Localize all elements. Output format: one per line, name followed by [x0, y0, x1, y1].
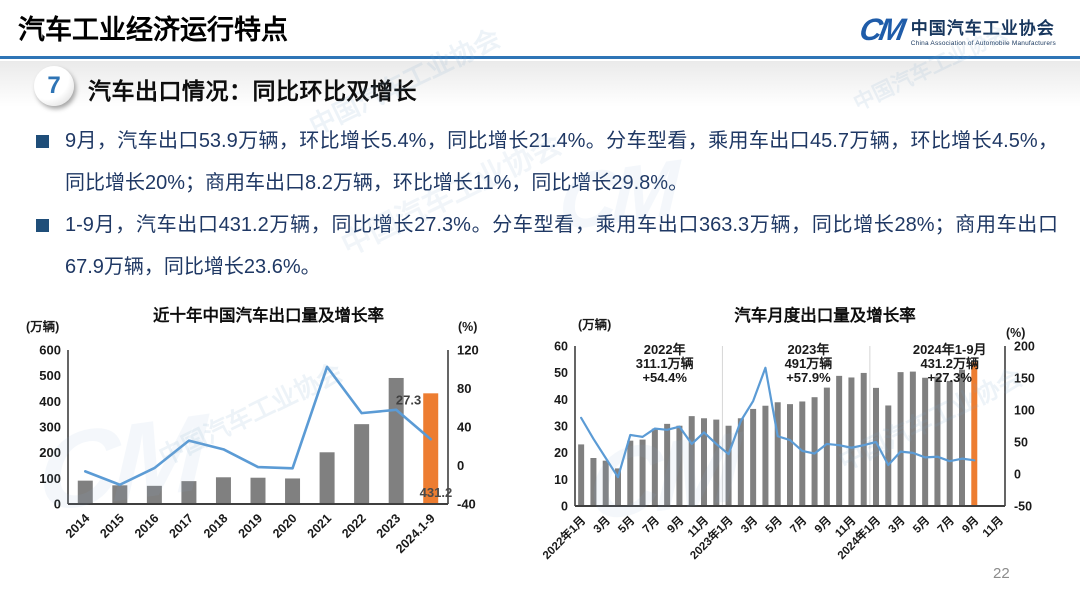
section-band [0, 61, 1080, 113]
svg-text:2020: 2020 [270, 511, 300, 541]
svg-text:50: 50 [554, 366, 568, 380]
svg-text:5月: 5月 [616, 514, 638, 536]
logo-name-en: China Association of Automobile Manufact… [910, 39, 1056, 47]
svg-text:2019: 2019 [236, 511, 266, 541]
svg-text:50: 50 [1014, 436, 1028, 450]
bullet-text: 9月，汽车出口53.9万辆，环比增长5.4%，同比增长21.4%。分车型看，乘用… [65, 130, 1058, 194]
svg-text:3月: 3月 [738, 514, 760, 536]
svg-text:2018: 2018 [201, 511, 231, 541]
caam-logo-text: 中国汽车工业协会 China Association of Automobile… [911, 14, 1056, 47]
page-title: 汽车工业经济运行特点 [18, 15, 288, 45]
y-axis-unit-right: (%) [1006, 326, 1026, 340]
svg-text:400: 400 [39, 394, 61, 409]
svg-text:0: 0 [1014, 468, 1021, 482]
svg-text:100: 100 [39, 471, 61, 486]
svg-text:10: 10 [554, 473, 568, 487]
svg-text:0: 0 [54, 497, 61, 512]
svg-text:30: 30 [554, 420, 568, 434]
svg-text:2014: 2014 [63, 511, 93, 541]
svg-text:40: 40 [554, 393, 568, 407]
svg-text:9月: 9月 [960, 514, 982, 536]
chart-monthly-exports: 0 10 20 30 40 50 60 -50 0 50 100 150 200 2022年1月 3月 5月 7… [540, 300, 1070, 600]
section-number-badge: 7 [34, 66, 74, 106]
svg-text:-40: -40 [457, 497, 476, 512]
svg-text:2017: 2017 [166, 511, 196, 541]
header-divider [0, 56, 1080, 59]
svg-text:27.3: 27.3 [396, 392, 421, 407]
svg-text:150: 150 [1014, 372, 1035, 386]
bullet-item: 1-9月，汽车出口431.2万辆，同比增长27.3%。分车型看，乘用车出口363… [36, 204, 1058, 288]
svg-text:7月: 7月 [640, 514, 662, 536]
svg-text:200: 200 [1014, 340, 1035, 354]
y-axis-unit-left: (万辆) [26, 320, 60, 334]
svg-text:500: 500 [39, 368, 61, 383]
chart-title: 汽车月度出口量及增长率 [734, 307, 916, 325]
svg-text:2015: 2015 [97, 511, 127, 541]
svg-text:80: 80 [457, 381, 471, 396]
svg-text:60: 60 [554, 340, 568, 354]
caam-logo: CM 中国汽车工业协会 China Association of Automob… [857, 12, 1056, 48]
page-number: 22 [993, 565, 1010, 582]
svg-text:9月: 9月 [665, 514, 687, 536]
svg-text:120: 120 [457, 343, 479, 358]
svg-text:-50: -50 [1014, 500, 1032, 514]
chart-annual-exports: 0 100 200 300 400 500 600 -40 0 40 80 120 2014 2015 20… [16, 300, 521, 600]
y-axis-unit-left: (万辆) [578, 318, 612, 332]
bullet-list: 9月，汽车出口53.9万辆，环比增长5.4%，同比增长21.4%。分车型看，乘用… [36, 120, 1058, 288]
svg-text:40: 40 [457, 420, 471, 435]
svg-text:431.2: 431.2 [420, 485, 453, 500]
bullet-square-icon [36, 135, 49, 148]
svg-text:5月: 5月 [910, 514, 932, 536]
svg-text:2023: 2023 [374, 511, 404, 541]
svg-text:0: 0 [457, 458, 464, 473]
bullet-item: 9月，汽车出口53.9万辆，环比增长5.4%，同比增长21.4%。分车型看，乘用… [36, 120, 1058, 204]
svg-text:2022年1月: 2022年1月 [540, 513, 588, 562]
svg-text:0: 0 [561, 500, 568, 514]
svg-text:2021: 2021 [305, 511, 335, 541]
logo-name-cn: 中国汽车工业协会 [910, 18, 1055, 38]
svg-text:7月: 7月 [788, 514, 810, 536]
svg-text:600: 600 [39, 343, 61, 358]
svg-text:5月: 5月 [763, 514, 785, 536]
svg-text:9月: 9月 [812, 514, 834, 536]
svg-text:300: 300 [39, 420, 61, 435]
svg-text:100: 100 [1014, 404, 1035, 418]
svg-text:200: 200 [39, 445, 61, 460]
svg-text:7月: 7月 [935, 514, 957, 536]
caam-logo-icon: CM [856, 12, 905, 47]
section-number: 7 [47, 72, 61, 99]
section-title: 汽车出口情况：同比环比双增长 [88, 78, 417, 104]
bullet-square-icon [36, 219, 49, 232]
svg-text:3月: 3月 [591, 514, 613, 536]
svg-text:11月: 11月 [980, 514, 1006, 540]
bullet-text: 1-9月，汽车出口431.2万辆，同比增长27.3%。分车型看，乘用车出口363… [65, 214, 1058, 278]
y-axis-unit-right: (%) [458, 320, 478, 334]
svg-text:20: 20 [554, 446, 568, 460]
svg-text:2022: 2022 [339, 511, 369, 541]
svg-text:2016: 2016 [132, 511, 162, 541]
chart-title: 近十年中国汽车出口量及增长率 [153, 307, 384, 325]
svg-text:3月: 3月 [886, 514, 908, 536]
